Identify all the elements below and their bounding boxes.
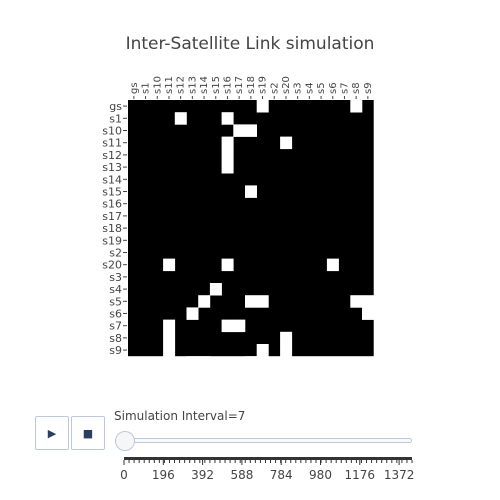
heatmap-cell-link: [362, 307, 374, 320]
heatmap-cell-link: [245, 185, 257, 198]
heatmap-plot: gs s1 s10 s11 s12 s13 s14 s15 s16 s17 s18 s19 s2 s20 s…: [102, 76, 374, 369]
y-tick-label: s17: [102, 210, 122, 223]
y-tick-label: s2: [109, 247, 122, 260]
x-tick-label: s16: [222, 76, 233, 94]
x-tick-label: s14: [199, 76, 210, 94]
y-tick-label: s8: [109, 332, 122, 345]
x-tick-label: s17: [234, 76, 245, 94]
heatmap-cell-link: [256, 100, 269, 113]
x-tick-label: s10: [152, 76, 163, 94]
y-tick-label: s14: [102, 173, 122, 186]
heatmap-cell-link: [280, 136, 293, 150]
heatmap-cell-link: [221, 161, 234, 174]
slider-tick-label: 392: [191, 468, 214, 482]
heatmap-cell-link: [209, 283, 222, 296]
heatmap-cell-link: [256, 344, 269, 357]
heatmap-cell-link: [362, 295, 374, 308]
y-tick-label: s10: [102, 125, 122, 138]
slider-tick-label: 0: [120, 468, 128, 482]
slider-tick-label: 784: [270, 468, 293, 482]
heatmap-cell-link: [233, 319, 246, 333]
y-tick-label: s16: [102, 198, 122, 211]
heatmap-cell-link: [221, 319, 234, 333]
x-tick-label: s7: [339, 82, 350, 94]
slider-tick-label: 1372: [384, 468, 415, 482]
heatmap-cell-link: [350, 295, 363, 308]
play-icon: ▶: [47, 426, 57, 440]
heatmap-cell-link: [163, 258, 176, 272]
heatmap-cell-link: [233, 124, 246, 137]
y-tick-label: s13: [102, 161, 122, 174]
y-tick-label: s20: [102, 259, 122, 272]
x-tick-label: s18: [246, 76, 257, 94]
y-tick-label: gs: [109, 100, 122, 113]
stop-icon: ■: [82, 426, 94, 440]
heatmap-cell-link: [221, 258, 234, 272]
y-tick-label: s15: [102, 186, 122, 199]
y-tick-label: s9: [109, 344, 122, 357]
slider-tick-label: 196: [152, 468, 175, 482]
heatmap-cell-link: [280, 344, 293, 357]
heatmap-cell-link: [326, 258, 339, 272]
y-tick-label: s1: [109, 112, 122, 125]
x-tick-label: s3: [293, 82, 304, 94]
heatmap-cell-link: [221, 148, 234, 162]
y-tick-label: s5: [109, 295, 122, 308]
heatmap-cell-link: [163, 331, 176, 345]
x-tick-label: s19: [258, 76, 269, 94]
heatmap-cell-link: [198, 295, 211, 308]
heatmap-cell-link: [256, 295, 269, 308]
heatmap-cell-link: [245, 356, 257, 369]
x-tick-label: s15: [211, 76, 222, 94]
y-tick-label: s3: [109, 271, 122, 284]
slider-tick-label: 588: [230, 468, 253, 482]
x-tick-label: s11: [164, 76, 175, 94]
y-tick-label: s19: [102, 234, 122, 247]
heatmap-background: [128, 100, 374, 357]
chart-title: Inter-Satellite Link simulation: [125, 34, 375, 54]
x-tick-label: s5: [316, 82, 327, 94]
heatmap-cell-link: [221, 136, 234, 150]
x-tick-label: gs: [129, 82, 140, 94]
slider-tick-label: 1176: [345, 468, 376, 482]
heatmap-cell-link: [245, 124, 257, 137]
slider-handle[interactable]: [115, 431, 135, 451]
x-tick-label: s12: [176, 76, 187, 94]
y-tick-label: s7: [109, 320, 122, 333]
heatmap-cell-link: [198, 356, 211, 369]
x-tick-label: s1: [141, 82, 152, 94]
play-button[interactable]: ▶: [35, 416, 69, 450]
x-tick-label: s20: [281, 76, 292, 94]
heatmap-cell-link: [186, 356, 199, 369]
heatmap-cell-link: [245, 295, 257, 308]
slider-label: Simulation Interval=7: [114, 409, 246, 423]
x-tick-label: s9: [363, 82, 374, 94]
heatmap-cell-link: [280, 331, 293, 345]
slider-tick-label: 980: [309, 468, 332, 482]
stop-button[interactable]: ■: [71, 416, 105, 450]
x-tick-label: s13: [187, 76, 198, 94]
x-tick-label: s8: [351, 82, 362, 94]
x-tick-label: s2: [269, 82, 280, 94]
y-tick-label: s18: [102, 222, 122, 235]
slider-ruler-bar: [124, 457, 412, 460]
y-tick-label: s12: [102, 149, 122, 162]
heatmap-cell-link: [186, 307, 199, 320]
x-tick-label: s6: [328, 82, 339, 94]
y-tick-label: s4: [109, 283, 122, 296]
y-tick-label: s6: [109, 308, 122, 321]
heatmap-cell-link: [174, 112, 187, 125]
x-tick-label: s4: [304, 82, 315, 94]
heatmap-cell-link: [163, 344, 176, 357]
y-tick-label: s11: [102, 137, 122, 150]
heatmap-cell-link: [221, 112, 234, 125]
heatmap-cell-link: [163, 319, 176, 333]
heatmap-cell-link: [350, 100, 363, 113]
